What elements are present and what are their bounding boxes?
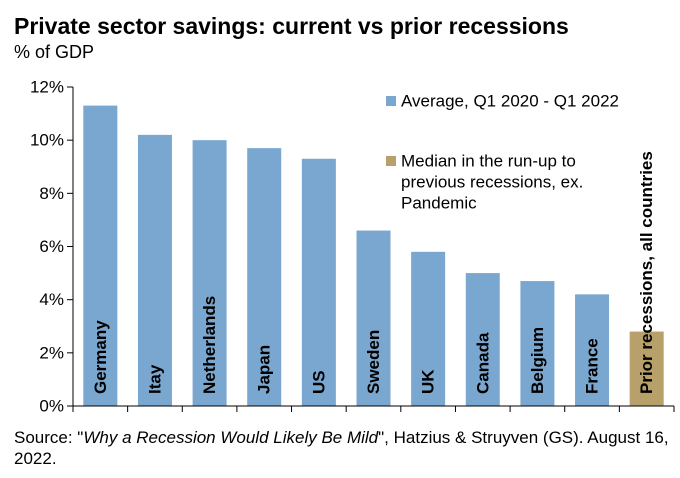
bar bbox=[411, 251, 446, 406]
source-suffix: ", Hatzius & Struyven (GS). August 16, 2… bbox=[14, 428, 669, 468]
bar bbox=[137, 134, 172, 406]
bar-label: UK bbox=[419, 369, 438, 394]
source-title: Why a Recession Would Likely Be Mild bbox=[83, 428, 379, 447]
bar bbox=[575, 294, 610, 406]
y-tick-label: 10% bbox=[30, 131, 64, 150]
bar bbox=[629, 331, 664, 406]
bar bbox=[520, 281, 555, 406]
legend-swatch bbox=[386, 156, 396, 166]
y-tick-label: 0% bbox=[39, 397, 64, 416]
legend-label: previous recessions, ex. bbox=[401, 173, 583, 192]
source-note: Source: "Why a Recession Would Likely Be… bbox=[14, 427, 674, 469]
legend-label: Average, Q1 2020 - Q1 2022 bbox=[401, 92, 619, 111]
bar bbox=[247, 148, 282, 406]
legend-label: Median in the run-up to bbox=[401, 152, 576, 171]
bar-label: Japan bbox=[255, 345, 274, 394]
bar-chart: Germany Itay Netherlands Japan US Sweden UK Can… bbox=[30, 78, 675, 416]
y-tick-label: 2% bbox=[39, 343, 64, 362]
bar-label: Itay bbox=[145, 364, 164, 394]
bar-label: Prior recessions, all countries bbox=[637, 151, 656, 394]
legend-swatch bbox=[386, 96, 396, 106]
y-tick-label: 6% bbox=[39, 237, 64, 256]
y-tick-label: 4% bbox=[39, 290, 64, 309]
bar bbox=[356, 230, 391, 406]
bar bbox=[192, 140, 227, 406]
y-tick-label: 8% bbox=[39, 184, 64, 203]
bar-label: France bbox=[583, 338, 602, 394]
bar bbox=[83, 105, 118, 406]
bar-label: Netherlands bbox=[200, 296, 219, 394]
bar bbox=[465, 273, 500, 406]
bar-label: Canada bbox=[473, 332, 492, 394]
bar-label: US bbox=[309, 370, 328, 394]
bar bbox=[301, 158, 336, 406]
chart-subtitle: % of GDP bbox=[14, 42, 95, 62]
bar-label: Sweden bbox=[364, 330, 383, 394]
y-tick-label: 12% bbox=[30, 78, 64, 97]
chart-title: Private sector savings: current vs prior… bbox=[14, 13, 569, 39]
source-prefix: Source: " bbox=[14, 428, 84, 447]
bar-label: Belgium bbox=[528, 327, 547, 394]
legend-label: Pandemic bbox=[401, 194, 477, 213]
bar-label: Germany bbox=[91, 320, 110, 394]
